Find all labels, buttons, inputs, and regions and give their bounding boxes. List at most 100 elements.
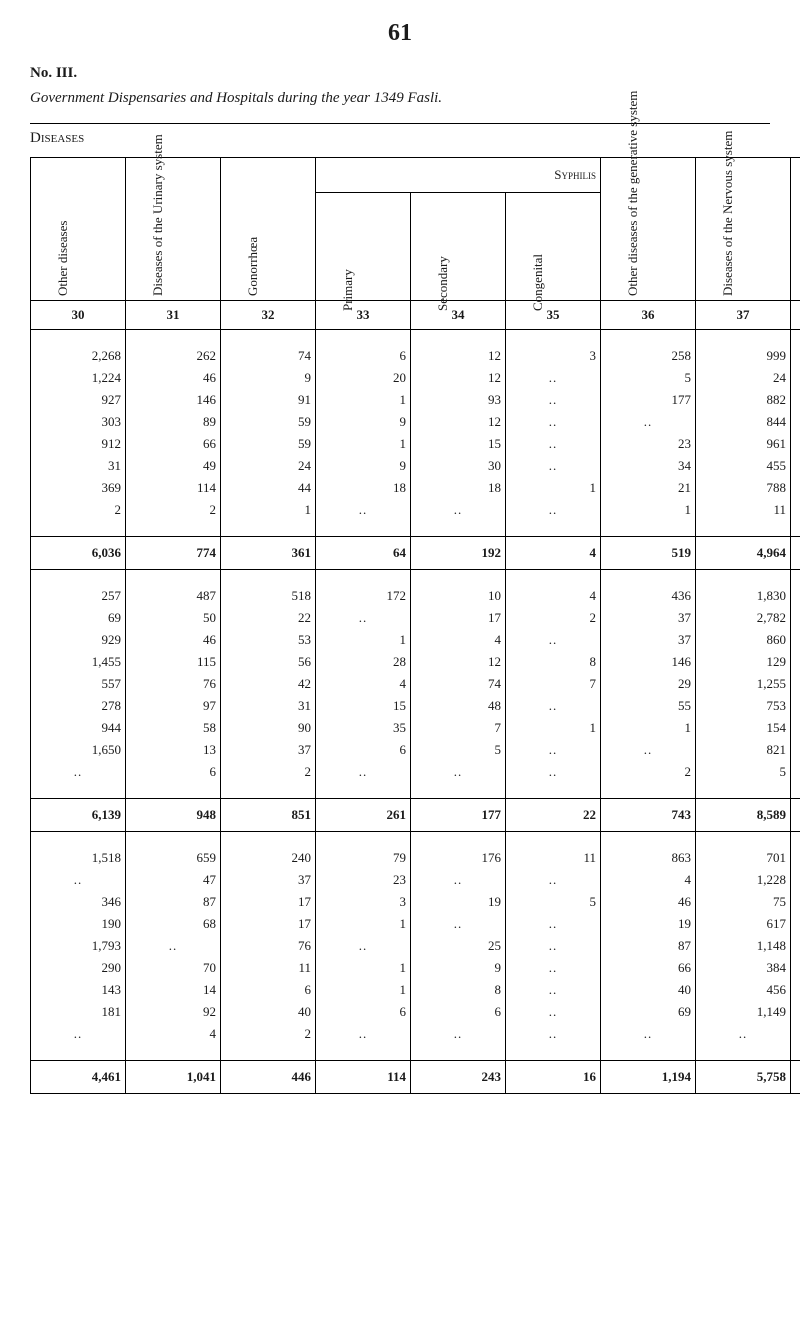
total-cell: 261 [316,799,411,832]
data-cell: 29 [601,673,696,695]
data-cell: 17 [411,607,506,629]
col-header: Diseases of the Nervous system [696,158,791,301]
total-cell: 519 [601,537,696,570]
data-cell: 240 [221,832,316,870]
col-num: 37 [696,301,791,330]
data-cell: .. [791,869,800,891]
table-row: 695022..172372,78214.... [31,607,800,629]
data-cell: .. [411,913,506,935]
section-number: No. III. [30,65,770,82]
data-cell: .. [506,433,601,455]
col-header: Gonorrhœa [221,158,316,301]
data-cell: .. [506,411,601,433]
data-cell: 384 [696,957,791,979]
col-header: Diseases of the Joints [791,158,800,301]
data-cell: 2,268 [31,330,126,368]
data-cell: 860 [696,629,791,651]
data-cell: .. [316,935,411,957]
data-cell: 863 [601,832,696,870]
data-cell: 55 [601,695,696,717]
data-cell: 58 [126,717,221,739]
data-cell: 6 [221,979,316,1001]
total-cell: 948 [126,799,221,832]
total-row: 4,4611,041446114243161,1945,758691584184 [31,1061,800,1094]
data-cell: 134 [791,673,800,695]
data-cell: 40 [221,1001,316,1023]
data-cell: 6 [316,1001,411,1023]
document-title: Government Dispensaries and Hospitals du… [30,90,770,107]
data-cell: 6 [411,1001,506,1023]
data-cell: .. [506,629,601,651]
data-cell: .. [316,607,411,629]
data-cell: 87 [126,891,221,913]
data-cell: 14 [126,979,221,1001]
data-cell: 9 [316,455,411,477]
data-cell: 227 [791,832,800,870]
data-cell: 1,224 [31,367,126,389]
total-cell: 4,964 [696,537,791,570]
header-row-1: Other diseases Diseases of the Urinary s… [31,158,800,193]
data-cell: 46 [601,891,696,913]
data-cell: 278 [31,695,126,717]
table-row: 181924066..691,149851.. [31,1001,800,1023]
data-cell: 49 [126,455,221,477]
total-cell: 5,758 [696,1061,791,1094]
data-cell: 1 [316,957,411,979]
data-cell: .. [411,1023,506,1061]
data-cell: 6 [791,979,800,1001]
data-cell: 70 [126,957,221,979]
data-cell: 6 [316,330,411,368]
data-cell: 177 [601,389,696,411]
data-cell: 844 [696,411,791,433]
title-suffix: Fasli. [404,90,442,106]
data-cell: .. [506,499,601,537]
data-cell: .. [411,761,506,799]
data-cell: 11 [696,499,791,537]
data-cell: 50 [126,607,221,629]
table-row: 92714691193..177882581.... [31,389,800,411]
data-cell: 7 [411,717,506,739]
diseases-heading: Diseases [30,130,770,147]
data-cell: .. [506,367,601,389]
data-cell: .. [506,761,601,799]
data-cell: .. [506,1023,601,1061]
data-cell: 17 [221,891,316,913]
data-cell: .. [791,761,800,799]
data-cell: .. [31,1023,126,1061]
data-cell: 3 [791,499,800,537]
data-cell: 11 [221,957,316,979]
data-cell: .. [506,869,601,891]
table-row: 1,45511556281281461291471254 [31,651,800,673]
data-cell: 90 [221,717,316,739]
data-cell: 112 [791,913,800,935]
col-header: Secondary [411,193,506,301]
data-cell: 59 [221,411,316,433]
data-cell: 788 [696,477,791,499]
data-cell: 9 [221,367,316,389]
data-cell: 1 [316,913,411,935]
data-cell: 89 [126,411,221,433]
data-cell: 74 [411,673,506,695]
data-cell: 69 [31,607,126,629]
table-row: 929465314..3786015.. [31,629,800,651]
data-cell: 40 [601,979,696,1001]
data-cell: 1,518 [31,832,126,870]
total-cell: 6,036 [31,537,126,570]
total-cell: 8,589 [696,799,791,832]
data-cell: 28 [316,651,411,673]
data-cell: 487 [126,570,221,608]
table-row: 14314618..404566.... [31,979,800,1001]
col-num: 38 [791,301,800,330]
data-cell: 12 [791,739,800,761]
data-cell: 1 [506,717,601,739]
data-cell: 944 [31,717,126,739]
data-cell: 436 [601,570,696,608]
data-cell: 2,782 [696,607,791,629]
data-cell: 115 [126,651,221,673]
table-row: 2574875181721044361,8302886482 [31,570,800,608]
data-cell: .. [506,1001,601,1023]
total-cell: 361 [221,537,316,570]
table-row: ..473723....41,228...... [31,869,800,891]
data-cell: .. [316,1023,411,1061]
data-cell: 257 [31,570,126,608]
